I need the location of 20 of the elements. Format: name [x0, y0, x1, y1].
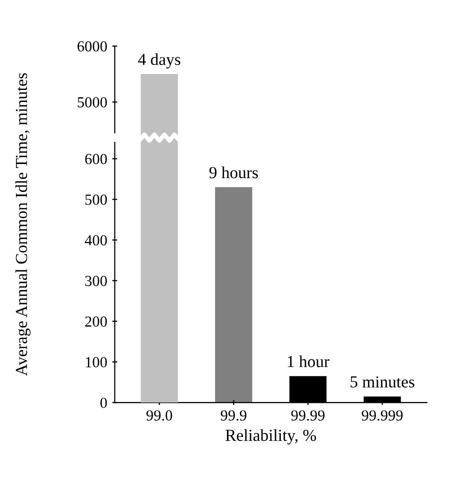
y-tick-label: 200: [85, 316, 107, 327]
bar: [215, 187, 252, 403]
y-tick-label: 5000: [78, 97, 107, 108]
y-tick-label: 500: [85, 194, 107, 205]
y-tick-label: 100: [86, 357, 107, 368]
y-axis-title: Average Annual Common Idle Time, minutes: [15, 73, 31, 376]
annotation: 1 hour: [288, 355, 330, 368]
y-tick-label: 600: [85, 154, 107, 164]
x-tick-label: 99.99: [291, 410, 325, 421]
x-axis-title: Reliability, %: [226, 429, 316, 444]
annotation: 9 hours: [209, 166, 258, 178]
y-tick-label: 6000: [78, 41, 107, 52]
annotation: 4 days: [138, 53, 180, 68]
x-tick-label: 99.0: [146, 410, 172, 421]
x-tick-label: 99.999: [362, 410, 403, 421]
y-tick-label: 300: [85, 276, 107, 286]
x-tick-label: 99.9: [220, 410, 246, 421]
annotation: 5 minutes: [350, 376, 414, 388]
y-tick-label: 400: [84, 235, 107, 246]
y-tick-label: 0: [100, 398, 107, 408]
